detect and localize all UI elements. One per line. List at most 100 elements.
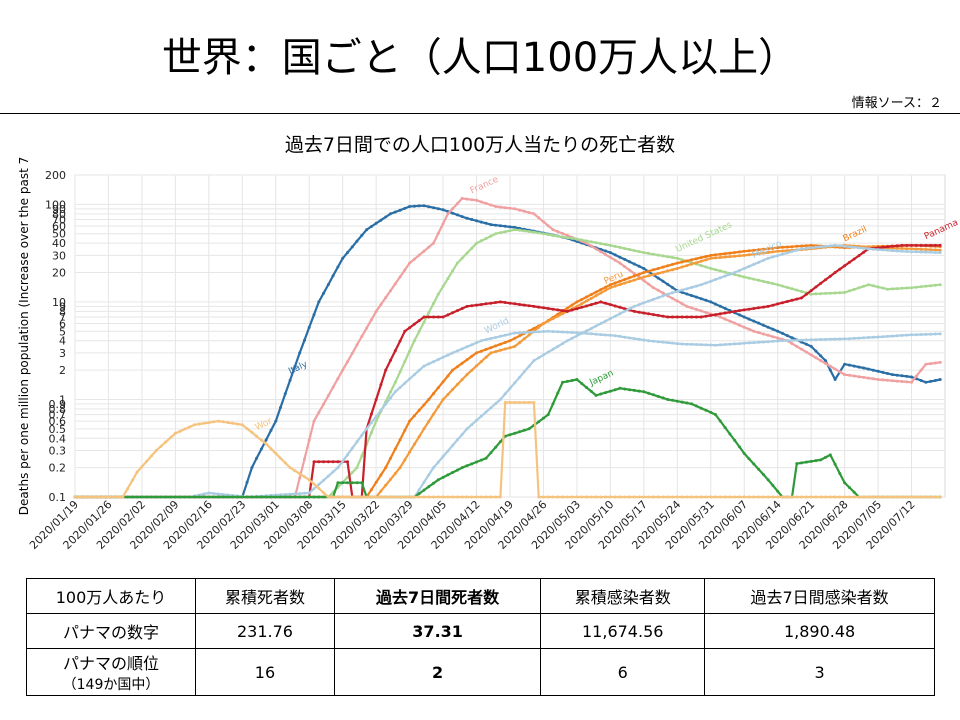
data-point [479,349,483,353]
data-point [666,292,670,296]
data-point [408,377,412,381]
data-point [910,247,913,251]
data-point [532,359,536,363]
data-point [298,495,302,499]
data-point [374,309,378,313]
data-point [809,459,813,463]
table-cell: 2 [333,648,542,696]
data-point [107,495,110,499]
data-point [704,255,708,258]
data-point [346,460,349,464]
data-point [685,342,689,346]
data-point [422,488,426,492]
data-point [637,337,641,341]
data-point [795,344,799,348]
data-point [694,307,698,311]
data-point [757,331,761,335]
data-point [436,358,440,361]
data-point [221,420,225,424]
data-point [599,333,603,337]
data-point [317,483,321,486]
data-point [556,234,560,238]
data-point [417,408,421,412]
data-point [886,495,890,499]
data-point [914,374,918,378]
data-point [460,256,464,260]
data-point [565,309,569,313]
data-point [623,257,627,261]
data-point [733,254,737,258]
data-point [608,283,612,287]
data-point [546,350,550,354]
data-point [637,264,641,268]
data-point [312,313,316,317]
data-point [441,475,445,479]
data-point [393,495,397,499]
data-point [661,294,665,298]
data-point [240,495,244,499]
data-point [847,245,851,249]
data-point [604,391,608,395]
data-point [479,414,483,418]
data-point [135,470,139,474]
data-point [895,334,899,338]
data-point [857,365,861,369]
data-point [647,269,651,273]
data-point [307,495,311,499]
data-point [857,254,861,258]
data-point [790,338,794,342]
data-point [556,308,560,312]
data-point [637,272,641,276]
data-point [585,331,588,335]
data-point [527,333,531,337]
data-point [379,489,383,493]
data-point [828,368,832,372]
data-point [824,361,827,365]
data-point [542,232,545,236]
data-point [776,495,780,499]
data-point [360,335,364,338]
data-point [718,276,722,280]
data-point [589,244,593,248]
data-point [742,341,746,345]
data-point [470,354,474,358]
data-point [446,393,450,396]
y-tick-label: 0.5 [49,423,67,436]
data-point [761,323,765,327]
data-point [503,301,507,304]
data-point [503,224,507,228]
data-point [331,274,335,278]
data-point [527,401,531,404]
data-point [709,253,713,257]
data-point [843,337,847,341]
data-point [867,336,870,339]
data-point [828,495,832,499]
data-point [355,440,359,444]
data-point [656,276,660,280]
data-point [608,251,612,255]
data-point [642,271,646,274]
data-point [522,337,526,341]
data-point [527,364,531,368]
header-cell: 累積感染者数 [540,578,706,614]
data-point [738,250,741,254]
data-point [178,429,182,433]
data-point [895,244,899,248]
data-point [379,218,383,222]
data-point [694,404,698,408]
data-point [408,495,412,499]
data-point [336,481,340,485]
data-point [489,346,493,350]
data-point [742,308,746,312]
data-point [288,378,292,382]
data-point [929,284,933,288]
data-point [604,333,608,337]
data-point [728,319,732,323]
data-point [532,330,536,334]
data-point [484,338,488,342]
data-point [432,241,435,245]
data-point [694,284,698,288]
y-tick-label: 60 [52,220,66,233]
data-point [752,319,756,323]
data-point [694,343,698,346]
